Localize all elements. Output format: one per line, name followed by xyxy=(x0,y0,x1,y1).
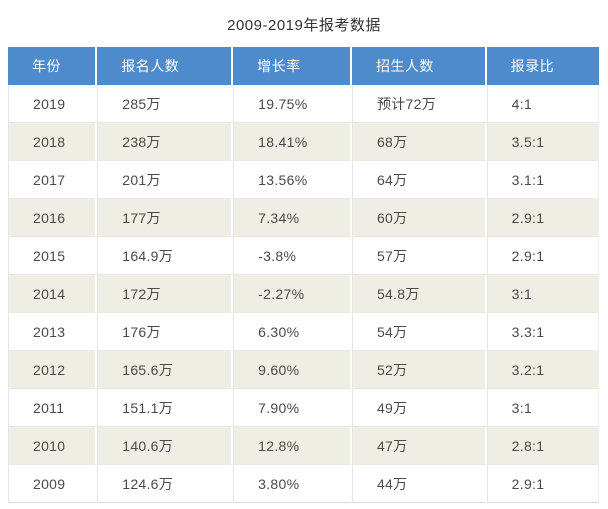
table-cell: 13.56% xyxy=(233,161,352,199)
table-row: 2009 124.6万 3.80% 44万 2.9:1 xyxy=(8,465,599,503)
table-cell: 238万 xyxy=(97,123,234,161)
data-table: 年份 报名人数 增长率 招生人数 报录比 2019 285万 19.75% 预计72万 4:1 2… xyxy=(8,47,599,503)
table-cell: 176万 xyxy=(97,313,234,351)
table-cell: 68万 xyxy=(351,123,487,161)
table-cell: 140.6万 xyxy=(97,427,234,465)
page-title: 2009-2019年报考数据 xyxy=(227,17,381,34)
table-row: 2016 177万 7.34% 60万 2.9:1 xyxy=(8,199,599,237)
table-cell: 54万 xyxy=(351,313,487,351)
table-cell: 172万 xyxy=(97,275,234,313)
table-cell: 2.9:1 xyxy=(486,465,599,503)
table-cell: 2.9:1 xyxy=(486,199,599,237)
table-cell: 165.6万 xyxy=(97,351,234,389)
table-cell: 2016 xyxy=(8,199,98,237)
table-cell: 2012 xyxy=(8,351,98,389)
table-cell: 3:1 xyxy=(486,389,599,427)
column-header: 增长率 xyxy=(233,47,352,85)
table-cell: 3.5:1 xyxy=(486,123,599,161)
table-cell: 54.8万 xyxy=(351,275,487,313)
table-row: 2010 140.6万 12.8% 47万 2.8:1 xyxy=(8,427,599,465)
table-cell: 2010 xyxy=(8,427,98,465)
table-cell: 2019 xyxy=(8,85,98,123)
table-cell: 2.8:1 xyxy=(486,427,599,465)
table-cell: 177万 xyxy=(97,199,234,237)
table-cell: 60万 xyxy=(351,199,487,237)
table-cell: 预计72万 xyxy=(351,85,487,123)
table-cell: 44万 xyxy=(351,465,487,503)
table-row: 2018 238万 18.41% 68万 3.5:1 xyxy=(8,123,599,161)
table-cell: 124.6万 xyxy=(97,465,234,503)
table-cell: 47万 xyxy=(351,427,487,465)
table-cell: 18.41% xyxy=(233,123,352,161)
table-cell: 4:1 xyxy=(486,85,599,123)
table-cell: 49万 xyxy=(351,389,487,427)
table-cell: 2.9:1 xyxy=(486,237,599,275)
table-cell: 2013 xyxy=(8,313,98,351)
table-cell: -3.8% xyxy=(233,237,352,275)
table-cell: 12.8% xyxy=(233,427,352,465)
table-row: 2011 151.1万 7.90% 49万 3:1 xyxy=(8,389,599,427)
table-cell: 64万 xyxy=(351,161,487,199)
table-cell: 201万 xyxy=(97,161,234,199)
table-cell: 3:1 xyxy=(486,275,599,313)
column-header: 报名人数 xyxy=(97,47,234,85)
table-cell: 3.80% xyxy=(233,465,352,503)
column-header: 报录比 xyxy=(486,47,599,85)
table-row: 2019 285万 19.75% 预计72万 4:1 xyxy=(8,85,599,123)
table-cell: 2015 xyxy=(8,237,98,275)
table-row: 2014 172万 -2.27% 54.8万 3:1 xyxy=(8,275,599,313)
table-header-row: 年份 报名人数 增长率 招生人数 报录比 xyxy=(8,47,599,85)
table-cell: 19.75% xyxy=(233,85,352,123)
table-cell: 2009 xyxy=(8,465,98,503)
table-cell: 3.2:1 xyxy=(486,351,599,389)
table-cell: 2017 xyxy=(8,161,98,199)
table-cell: 52万 xyxy=(351,351,487,389)
table-cell: 285万 xyxy=(97,85,234,123)
table-cell: 2014 xyxy=(8,275,98,313)
table-cell: 7.34% xyxy=(233,199,352,237)
table-row: 2012 165.6万 9.60% 52万 3.2:1 xyxy=(8,351,599,389)
table-cell: 164.9万 xyxy=(97,237,234,275)
table-row: 2017 201万 13.56% 64万 3.1:1 xyxy=(8,161,599,199)
table-row: 2013 176万 6.30% 54万 3.3:1 xyxy=(8,313,599,351)
table-row: 2015 164.9万 -3.8% 57万 2.9:1 xyxy=(8,237,599,275)
table-cell: 151.1万 xyxy=(97,389,234,427)
table-cell: 2011 xyxy=(8,389,98,427)
table-cell: -2.27% xyxy=(233,275,352,313)
table-cell: 2018 xyxy=(8,123,98,161)
table-cell: 3.3:1 xyxy=(486,313,599,351)
column-header: 年份 xyxy=(8,47,98,85)
column-header: 招生人数 xyxy=(351,47,487,85)
table-cell: 3.1:1 xyxy=(486,161,599,199)
table-cell: 7.90% xyxy=(233,389,352,427)
table-cell: 9.60% xyxy=(233,351,352,389)
table-cell: 57万 xyxy=(351,237,487,275)
table-cell: 6.30% xyxy=(233,313,352,351)
